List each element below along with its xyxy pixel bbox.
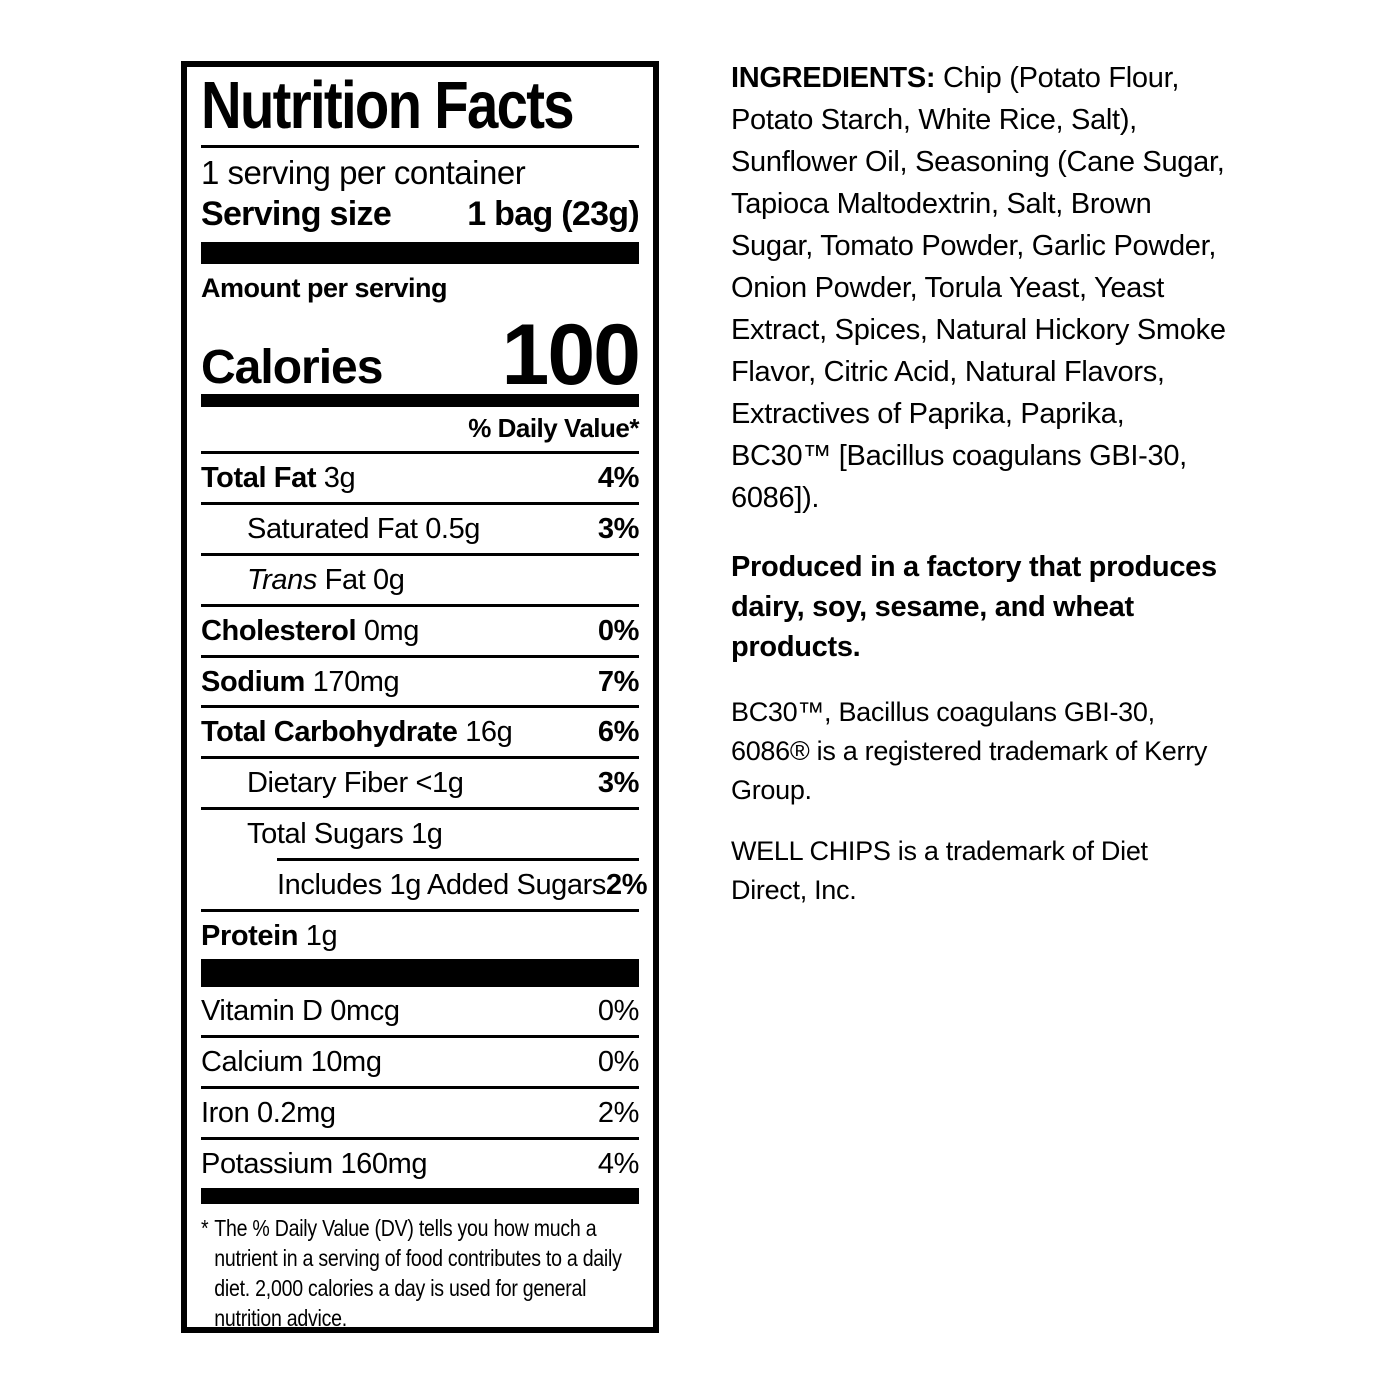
nutrient-dv: 0%	[597, 614, 640, 647]
calories-row: Calories 100	[201, 304, 641, 403]
row-saturated-fat: Saturated Fat 0.5g 3%	[201, 502, 639, 553]
trademark-wellchips: WELL CHIPS is a trademark of Diet Direct…	[731, 836, 1148, 905]
nutrient-amount: 3g	[323, 462, 356, 495]
trademark-bc30: BC30™, Bacillus coagulans GBI-30, 6086® …	[731, 697, 1208, 805]
nutrient-name: Total Fat	[201, 462, 317, 495]
nutrient-amount: 1g	[305, 919, 338, 952]
row-added-sugars-group: Includes 1g Added Sugars 2%	[201, 857, 648, 909]
ingredients-text: Chip (Potato Flour, Potato Starch, White…	[731, 62, 1226, 514]
nutrient-name: Potassium 160mg	[201, 1147, 428, 1180]
nutrition-facts-title: Nutrition Facts	[201, 68, 575, 143]
nutrient-name: Saturated Fat	[247, 513, 418, 546]
nutrient-name: Dietary Fiber	[247, 767, 408, 800]
serving-size-row: Serving size 1 bag (23g)	[201, 193, 640, 243]
nutrient-amount: <1g	[415, 767, 464, 800]
serving-size-value: 1 bag (23g)	[467, 194, 639, 233]
calories-label: Calories	[201, 340, 383, 394]
nutrient-amount: 0mg	[363, 614, 420, 647]
nutrient-name: Cholesterol	[201, 614, 357, 647]
nutrient-dv: 7%	[597, 665, 640, 698]
row-sodium: Sodium 170mg 7%	[201, 654, 640, 706]
nutrient-dv: 6%	[597, 716, 640, 749]
daily-value-footnote: * The % Daily Value (DV) tells you how m…	[201, 1213, 650, 1333]
nutrient-name: Iron 0.2mg	[201, 1097, 336, 1130]
footnote-asterisk: *	[201, 1214, 209, 1241]
nutrient-amount: 170mg	[312, 665, 400, 698]
indented-divider	[277, 857, 639, 861]
nutrient-name: Total Carbohydrate	[201, 716, 458, 749]
ingredients-label: INGREDIENTS:	[731, 62, 936, 94]
serving-size-label: Serving size	[201, 194, 392, 233]
nutrient-dv: 0%	[597, 1046, 640, 1079]
nutrient-name: Vitamin D 0mcg	[201, 995, 400, 1028]
ingredients-paragraph: INGREDIENTS: Chip (Potato Flour, Potato …	[731, 57, 1227, 519]
daily-value-header: % Daily Value*	[201, 407, 640, 455]
ingredients-panel: INGREDIENTS: Chip (Potato Flour, Potato …	[731, 57, 1227, 932]
nutrient-amount: Fat 0g	[324, 564, 405, 597]
nutrient-dv: 3%	[597, 767, 640, 800]
amount-per-serving-label: Amount per serving	[201, 273, 448, 304]
nutrient-dv: 4%	[597, 1147, 640, 1180]
row-protein: Protein 1g	[201, 908, 639, 960]
calories-value: 100	[501, 306, 641, 403]
nutrient-name: Includes 1g Added Sugars	[277, 868, 606, 901]
row-iron: Iron 0.2mg 2%	[201, 1086, 639, 1137]
servings-per-container: 1 serving per container	[201, 153, 526, 191]
nutrient-dv: 2%	[605, 868, 648, 901]
footnote-text: The % Daily Value (DV) tells you how muc…	[214, 1214, 622, 1331]
row-total-sugars: Total Sugars 1g	[201, 807, 639, 858]
row-total-carbohydrate: Total Carbohydrate 16g 6%	[201, 705, 639, 756]
nutrient-amount: 16g	[465, 716, 513, 749]
nutrient-name: Calcium 10mg	[201, 1046, 382, 1079]
nutrient-name: Total Sugars	[247, 818, 404, 851]
nutrient-dv: 2%	[597, 1097, 640, 1130]
nutrient-amount: 0.5g	[425, 513, 481, 546]
nutrient-dv: 0%	[597, 995, 640, 1028]
divider	[201, 144, 639, 148]
row-cholesterol: Cholesterol 0mg 0%	[201, 603, 640, 655]
allergen-notice: Produced in a factory that produces dair…	[731, 551, 1217, 663]
nutrient-name: Sodium	[201, 665, 305, 698]
separator-bar-thick	[201, 242, 639, 265]
row-total-fat: Total Fat 3g 4%	[201, 454, 639, 502]
nutrition-facts-label: Nutrition Facts 1 serving per container …	[181, 61, 659, 1333]
nutrient-name: Trans	[247, 564, 317, 597]
row-calcium: Calcium 10mg 0%	[201, 1035, 639, 1086]
row-added-sugars: Includes 1g Added Sugars 2%	[201, 861, 648, 909]
separator-bar-medium	[201, 394, 639, 408]
separator-bar-thick	[201, 1187, 639, 1204]
nutrient-name: Protein	[201, 919, 299, 952]
row-dietary-fiber: Dietary Fiber <1g 3%	[201, 756, 639, 807]
row-potassium: Potassium 160mg 4%	[201, 1136, 640, 1188]
row-trans-fat: Trans Fat 0g	[201, 553, 639, 604]
row-vitamin-d: Vitamin D 0mcg 0%	[201, 987, 639, 1035]
nutrient-dv: 3%	[597, 513, 640, 546]
separator-bar-thick	[201, 959, 639, 988]
nutrient-dv: 4%	[597, 462, 640, 495]
nutrient-amount: 1g	[411, 818, 443, 851]
